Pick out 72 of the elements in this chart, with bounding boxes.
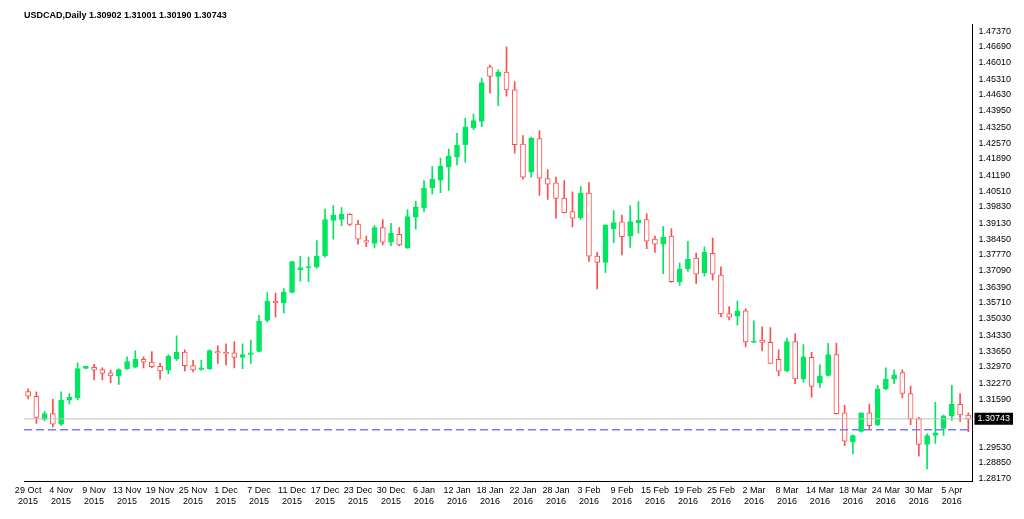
x-tick-label: 19 Nov 2015 <box>145 485 175 507</box>
y-tick-label: 1.37770 <box>978 249 1012 260</box>
y-tick-label: 1.46690 <box>978 41 1012 52</box>
y-tick-label: 1.28170 <box>978 473 1012 484</box>
x-tick-label: 5 Apr 2016 <box>941 485 963 507</box>
candlestick <box>214 345 221 364</box>
y-tick-label: 1.43250 <box>978 121 1012 132</box>
candlestick <box>660 226 667 274</box>
y-tick-label: 1.47370 <box>978 25 1012 36</box>
y-tick-label: 1.36390 <box>978 281 1012 292</box>
y-tick-label: 1.46010 <box>978 57 1012 68</box>
candlestick <box>495 69 502 107</box>
x-tick-label: 25 Nov 2015 <box>178 485 208 507</box>
candlestick <box>363 235 370 247</box>
x-tick-label: 13 Nov 2015 <box>112 485 142 507</box>
x-tick-label: 9 Nov 2015 <box>82 485 107 507</box>
y-tick-label: 1.28850 <box>978 457 1012 468</box>
y-tick-label: 1.39130 <box>978 217 1012 228</box>
x-tick-label: 30 Dec 2015 <box>376 485 406 507</box>
y-tick-label: 1.35710 <box>978 297 1012 308</box>
y-tick-label: 1.34330 <box>978 329 1012 340</box>
x-tick-label: 22 Jan 2016 <box>509 485 537 507</box>
x-tick-label: 28 Jan 2016 <box>542 485 570 507</box>
x-tick-label: 9 Feb 2016 <box>610 485 634 507</box>
candlestick <box>330 205 337 240</box>
x-tick-label: 4 Nov 2015 <box>49 485 74 507</box>
x-tick-label: 8 Mar 2016 <box>775 485 799 507</box>
x-tick-label: 30 Mar 2016 <box>904 485 933 507</box>
y-tick-label: 1.39830 <box>978 201 1012 212</box>
x-tick-label: 25 Feb 2016 <box>706 485 735 507</box>
x-tick-label: 6 Jan 2016 <box>412 485 436 507</box>
candlestick <box>610 210 617 243</box>
x-tick-label: 24 Mar 2016 <box>871 485 900 507</box>
y-tick-label: 1.31590 <box>978 393 1012 404</box>
y-tick-label: 1.40510 <box>978 185 1012 196</box>
x-tick-label: 18 Jan 2016 <box>476 485 504 507</box>
y-tick-label: 1.32970 <box>978 361 1012 372</box>
y-tick-label: 1.32270 <box>978 377 1012 388</box>
y-tick-label: 1.38450 <box>978 233 1012 244</box>
y-tick-label: 1.33650 <box>978 345 1012 356</box>
candlestick <box>198 360 205 371</box>
ref-line-label: 1.30743 <box>977 413 1011 424</box>
x-tick-label: 23 Dec 2015 <box>343 485 373 507</box>
y-tick-label: 1.42570 <box>978 137 1012 148</box>
x-tick-label: 19 Feb 2016 <box>673 485 702 507</box>
y-tick-label: 1.45310 <box>978 73 1012 84</box>
y-tick-label: 1.41190 <box>978 169 1011 180</box>
candlestick <box>544 169 551 200</box>
candlestick <box>751 320 757 343</box>
x-tick-label: 2 Mar 2016 <box>742 485 766 507</box>
y-tick-label: 1.41890 <box>978 153 1012 164</box>
x-tick-label: 18 Mar 2016 <box>838 485 867 507</box>
y-tick-label: 1.44630 <box>978 89 1012 100</box>
x-tick-label: 14 Mar 2016 <box>805 485 834 507</box>
y-tick-label: 1.37090 <box>978 265 1012 276</box>
y-tick-label: 1.35030 <box>978 313 1012 324</box>
x-tick-label: 7 Dec 2015 <box>247 485 272 507</box>
y-tick-label: 1.29530 <box>978 441 1012 452</box>
x-tick-label: 1 Dec 2015 <box>214 485 239 507</box>
x-tick-label: 11 Dec 2015 <box>278 485 307 507</box>
chart-title: USDCAD,Daily 1.30902 1.31001 1.30190 1.30743 <box>24 9 227 20</box>
candlestick <box>297 256 304 282</box>
x-tick-label: 17 Dec 2015 <box>310 485 340 507</box>
x-tick-label: 3 Feb 2016 <box>577 485 601 507</box>
candlestick <box>759 326 765 352</box>
candlestick <box>247 339 254 364</box>
x-tick-label: 29 Oct 2015 <box>14 485 42 507</box>
x-tick-label: 12 Jan 2016 <box>443 485 471 507</box>
y-tick-label: 1.43950 <box>978 105 1012 116</box>
x-tick-label: 15 Feb 2016 <box>640 485 669 507</box>
candlestick <box>231 341 238 369</box>
candlestick <box>594 252 601 290</box>
